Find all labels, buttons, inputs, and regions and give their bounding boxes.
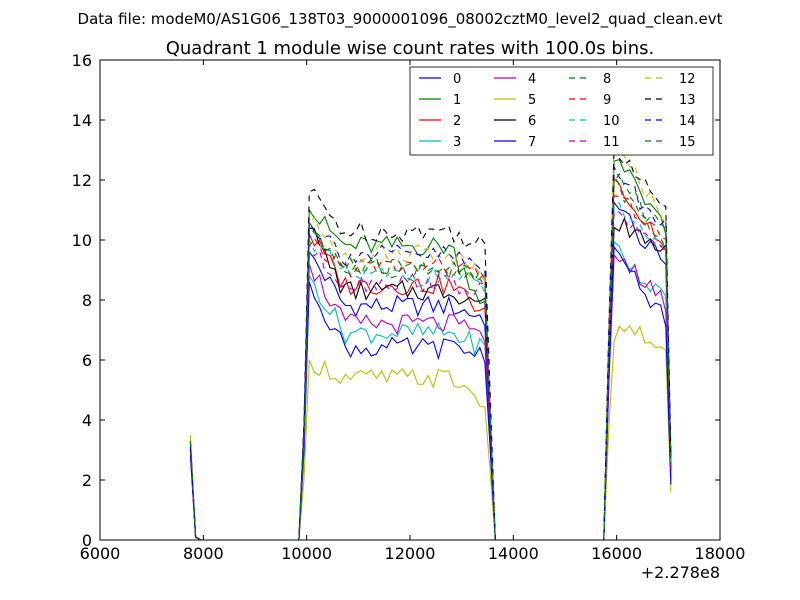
x-tick-label: 12000: [385, 544, 436, 563]
series-line: [189, 211, 672, 541]
legend-box: [409, 66, 714, 156]
x-tick-label: 10000: [281, 544, 332, 563]
legend-label: 12: [679, 72, 696, 87]
legend-label: 11: [603, 135, 620, 150]
legend-label: 5: [528, 93, 536, 108]
x-tick-label: 6000: [80, 544, 121, 563]
legend-label: 7: [528, 135, 536, 150]
y-tick-label: 6: [82, 351, 92, 370]
series-line: [189, 172, 672, 541]
x-tick-label: 8000: [183, 544, 224, 563]
y-tick-label: 0: [82, 531, 92, 550]
legend-label: 0: [453, 72, 461, 87]
x-offset-label: +2.278e8: [641, 563, 720, 582]
legend-label: 9: [603, 93, 611, 108]
y-tick-label: 16: [72, 51, 92, 70]
y-tick-label: 2: [82, 471, 92, 490]
legend-label: 13: [679, 93, 696, 108]
y-tick-label: 4: [82, 411, 92, 430]
legend-label: 1: [453, 93, 461, 108]
x-axis: 6000 8000 10000 12000 14000 16000 18000: [80, 60, 746, 563]
suptitle: Data file: modeM0/AS1G06_138T03_90000010…: [78, 10, 723, 29]
legend-label: 15: [679, 135, 696, 150]
x-tick-label: 16000: [591, 544, 642, 563]
chart-title: Quadrant 1 module wise count rates with …: [166, 38, 655, 59]
y-tick-label: 8: [82, 291, 92, 310]
x-tick-label: 14000: [488, 544, 539, 563]
legend-label: 6: [528, 114, 536, 129]
legend-label: 3: [453, 135, 461, 150]
y-tick-label: 10: [72, 231, 92, 250]
legend-label: 4: [528, 72, 536, 87]
legend-label: 10: [603, 114, 620, 129]
x-tick-label: 18000: [695, 544, 746, 563]
y-tick-label: 12: [72, 171, 92, 190]
legend-label: 14: [679, 114, 696, 129]
y-tick-label: 14: [72, 111, 92, 130]
legend-label: 2: [453, 114, 461, 129]
legend-label: 8: [603, 72, 611, 87]
